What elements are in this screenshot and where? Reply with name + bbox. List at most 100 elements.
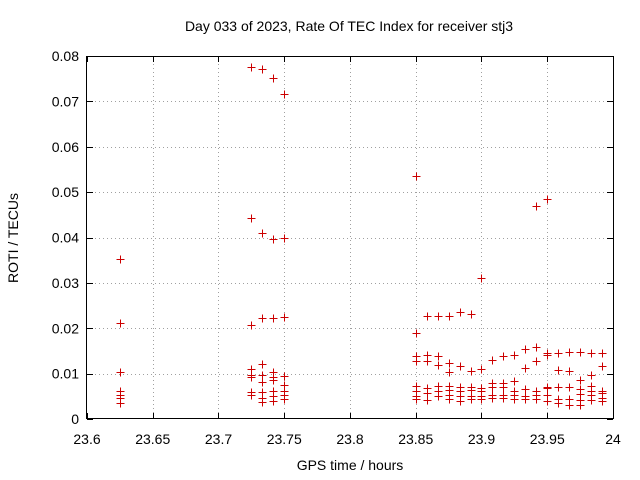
data-point (576, 348, 585, 357)
data-point (467, 367, 476, 376)
data-point (565, 367, 574, 376)
data-point (116, 368, 125, 377)
data-point (510, 351, 519, 360)
data-point (565, 383, 574, 392)
data-point (598, 349, 607, 358)
data-point (269, 397, 278, 406)
data-point (247, 321, 256, 330)
data-point (247, 391, 256, 400)
data-point (598, 397, 607, 406)
data-point (510, 395, 519, 404)
data-point (554, 366, 563, 375)
grid-lines (87, 56, 613, 419)
x-tick-label: 23.9 (468, 431, 495, 447)
data-point (543, 195, 552, 204)
data-point (554, 349, 563, 358)
x-tick-label: 23.6 (73, 431, 100, 447)
y-tick-label: 0.02 (52, 320, 79, 336)
data-point (269, 314, 278, 323)
data-point (598, 362, 607, 371)
data-point (576, 376, 585, 385)
data-point (258, 360, 267, 369)
data-point (423, 357, 432, 366)
data-point (565, 401, 574, 410)
data-point (488, 383, 497, 392)
data-point (280, 372, 289, 381)
data-point (269, 235, 278, 244)
data-point (587, 349, 596, 358)
y-tick-label: 0.08 (52, 48, 79, 64)
x-tick-label: 23.95 (530, 431, 565, 447)
y-tick-label: 0 (71, 411, 79, 427)
data-point (269, 376, 278, 385)
axis-ticks (87, 56, 614, 420)
data-point (247, 63, 256, 72)
data-point (116, 319, 125, 328)
data-point (532, 343, 541, 352)
data-point (434, 312, 443, 321)
y-tick-label: 0.05 (52, 184, 79, 200)
data-point (280, 90, 289, 99)
data-point (445, 368, 454, 377)
y-tick-label: 0.07 (52, 93, 79, 109)
y-axis-tick-labels: 0 0.01 0.02 0.03 0.04 0.05 0.06 0.07 0.08 (52, 48, 79, 427)
data-point (423, 312, 432, 321)
x-tick-label: 23.8 (336, 431, 363, 447)
data-point (477, 274, 486, 283)
data-point (116, 399, 125, 408)
data-point (434, 361, 443, 370)
x-axis-label: GPS time / hours (297, 457, 404, 473)
data-point (532, 202, 541, 211)
data-point (488, 394, 497, 403)
data-point (423, 396, 432, 405)
y-tick-label: 0.06 (52, 139, 79, 155)
data-point (543, 351, 552, 360)
data-point (499, 383, 508, 392)
data-point (554, 383, 563, 392)
data-point (445, 359, 454, 368)
data-point (477, 365, 486, 374)
data-point (258, 371, 267, 380)
y-tick-label: 0.03 (52, 275, 79, 291)
data-point (532, 395, 541, 404)
data-point (499, 352, 508, 361)
data-point (280, 234, 289, 243)
x-tick-label: 23.65 (135, 431, 170, 447)
data-point (521, 364, 530, 373)
x-tick-label: 23.75 (267, 431, 302, 447)
data-point (258, 398, 267, 407)
x-tick-label: 23.7 (205, 431, 232, 447)
data-point (412, 329, 421, 338)
data-point (510, 377, 519, 386)
data-point (423, 389, 432, 398)
data-point (258, 378, 267, 387)
data-point (269, 74, 278, 83)
data-point (247, 214, 256, 223)
data-point (412, 357, 421, 366)
data-point (116, 255, 125, 264)
x-tick-label: 24 (605, 431, 621, 447)
data-point (258, 314, 267, 323)
data-point (456, 397, 465, 406)
data-point (543, 397, 552, 406)
data-point (532, 357, 541, 366)
x-axis-tick-labels: 23.6 23.65 23.7 23.75 23.8 23.85 23.9 23.95 24 (73, 431, 621, 447)
data-point (467, 395, 476, 404)
x-tick-label: 23.85 (398, 431, 433, 447)
data-point (554, 399, 563, 408)
y-tick-label: 0.01 (52, 366, 79, 382)
data-point (434, 392, 443, 401)
data-point (543, 384, 552, 393)
data-point (434, 352, 443, 361)
data-point (412, 172, 421, 181)
data-point (477, 395, 486, 404)
chart-title: Day 033 of 2023, Rate Of TEC Index for r… (185, 18, 513, 34)
data-point (280, 395, 289, 404)
data-point (247, 373, 256, 382)
data-point (576, 401, 585, 410)
data-point (258, 229, 267, 238)
y-axis-label: ROTI / TECUs (5, 193, 21, 283)
data-point (499, 394, 508, 403)
data-points (116, 63, 607, 410)
data-point (488, 356, 497, 365)
